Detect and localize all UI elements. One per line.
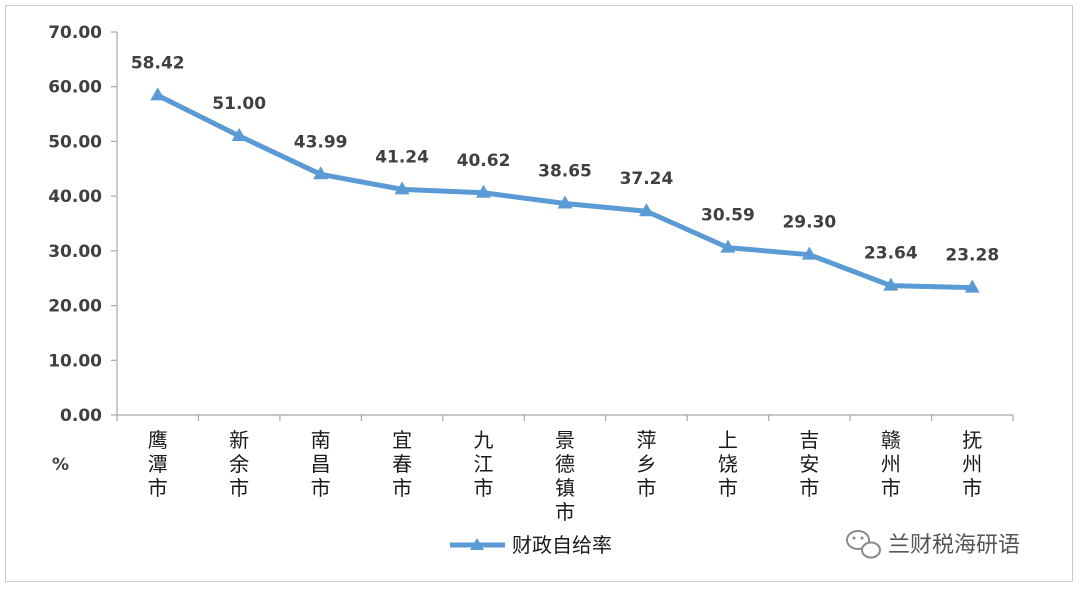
y-tick-label: 40.00 [48, 187, 102, 207]
data-point-marker [557, 195, 573, 209]
data-label: 41.24 [375, 147, 429, 167]
x-tick-label: 宜春市 [392, 428, 412, 500]
x-tick-label: 南昌市 [311, 428, 331, 500]
y-tick-label: 70.00 [48, 23, 102, 43]
data-point-marker [476, 184, 492, 198]
y-unit-label: % [52, 455, 69, 475]
series-group [150, 87, 980, 293]
data-point-marker [313, 166, 329, 180]
data-point-marker [801, 246, 817, 260]
x-tick-label: 抚州市 [962, 428, 982, 500]
y-tick-label: 30.00 [48, 242, 102, 262]
data-label: 30.59 [701, 206, 755, 226]
x-tick-label: 上饶市 [718, 428, 738, 500]
x-tick-label: 景德镇市 [555, 428, 575, 524]
x-tick-label: 萍乡市 [636, 428, 656, 500]
data-point-marker [638, 203, 654, 217]
chart-frame [5, 5, 1073, 582]
x-tick-label: 鹰潭市 [148, 428, 168, 500]
x-tick-label: 赣州市 [881, 428, 901, 500]
y-tick-label: 60.00 [48, 78, 102, 98]
x-tick-label: 新余市 [229, 428, 249, 500]
data-label: 43.99 [294, 132, 348, 152]
data-label: 23.64 [864, 244, 918, 264]
data-point-marker [150, 87, 166, 101]
x-tick-label: 九江市 [474, 428, 494, 500]
data-point-marker [883, 277, 899, 291]
data-label: 29.30 [782, 213, 836, 233]
data-point-marker [231, 127, 247, 141]
data-label: 38.65 [538, 162, 592, 182]
watermark-text: 兰财税海研语 [888, 533, 1020, 558]
y-tick-label: 50.00 [48, 132, 102, 152]
data-labels: 58.42 51.00 43.99 41.24 40.62 38.65 37.24 30.59… [131, 53, 999, 265]
y-tick-label: 20.00 [48, 297, 102, 317]
series-line [156, 93, 973, 291]
legend-marker [470, 538, 484, 550]
y-tick-label: 10.00 [48, 351, 102, 371]
legend-label: 财政自给率 [512, 533, 612, 557]
data-label: 58.42 [131, 53, 185, 73]
watermark: 兰财税海研语 [846, 530, 1020, 559]
legend: 财政自给率 [450, 533, 612, 557]
data-point-marker [964, 279, 980, 293]
y-axis: 0.00 10.00 20.00 30.00 40.00 50.00 60.00 70.00 [48, 23, 118, 426]
wechat-icon [846, 530, 881, 559]
data-point-marker [394, 181, 410, 195]
x-axis: 鹰潭市 新余市 南昌市 宜春市 九江市 景德镇市 萍乡市 上饶市 吉安市 赣州市 抚州市 [116, 414, 1014, 524]
y-tick-label: 0.00 [60, 406, 102, 426]
x-tick-label: 吉安市 [799, 428, 819, 500]
data-label: 51.00 [212, 94, 266, 114]
data-label: 40.62 [457, 151, 511, 171]
data-label: 37.24 [620, 169, 674, 189]
data-label: 23.28 [945, 246, 999, 266]
data-point-marker [720, 239, 736, 253]
